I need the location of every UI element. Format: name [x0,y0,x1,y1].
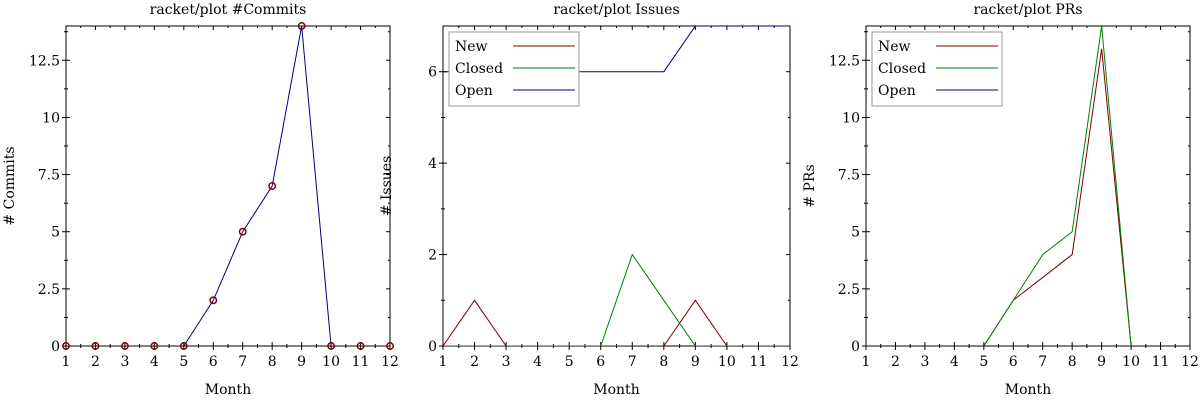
x-tick-label: 1 [862,354,871,370]
legend: New Closed Open [871,31,1003,107]
y-tick-label: 0 [851,339,860,355]
x-tick-label: 6 [1009,354,1018,370]
data-point [150,342,159,350]
legend-box [871,31,1003,107]
y-tick-label: 5 [851,225,860,241]
y-tick-label: 5 [51,225,60,241]
y-tick-label: 0 [428,339,437,355]
data-point [209,296,218,305]
x-tick-label: 10 [322,354,340,370]
x-axis-label: Month [593,382,639,398]
x-tick-label: 12 [781,354,799,370]
x-tick-label: 9 [1097,354,1106,370]
y-axis-label: # PRs [802,164,818,207]
legend-label: Open [455,83,493,99]
legend-label: New [455,39,488,55]
x-tick-label: 11 [1152,354,1170,370]
x-tick-label: 12 [381,354,399,370]
x-tick-label: 1 [439,354,448,370]
x-tick-label: 11 [352,354,370,370]
x-tick-label: 4 [950,354,959,370]
x-axis-label: Month [205,382,251,398]
data-point [386,342,394,350]
x-tick-label: 5 [979,354,988,370]
x-tick-label: 10 [1122,354,1140,370]
chart-title: racket/plot Issues [553,2,679,18]
chart-title: racket/plot #Commits [150,2,307,18]
x-tick-label: 8 [659,354,668,370]
legend-label: Closed [455,61,503,77]
y-tick-label: 2.5 [38,282,60,298]
x-tick-label: 5 [179,354,188,370]
x-tick-label: 8 [268,354,277,370]
legend: New Closed Open [448,31,580,107]
x-tick-label: 7 [628,354,637,370]
x-tick-label: 6 [596,354,605,370]
data-point [327,342,336,350]
data-point [62,342,70,350]
series-line-new [866,48,1190,346]
y-tick-label: 6 [428,65,437,81]
y-tick-label: 7.5 [38,168,60,184]
x-tick-label: 10 [718,354,736,370]
data-point [297,22,306,30]
x-tick-label: 8 [1068,354,1077,370]
x-tick-label: 2 [91,354,100,370]
x-tick-label: 7 [238,354,247,370]
data-point [179,342,188,350]
y-tick-label: 7.5 [838,168,860,184]
data-point [356,342,365,350]
y-axis-label: # Commits [2,146,18,225]
series-line-new [443,299,790,346]
y-tick-label: 10 [42,110,60,126]
series-line-closed [866,26,1190,346]
x-tick-label: 11 [750,354,768,370]
legend-box [448,31,580,107]
y-tick-label: 2 [428,248,437,264]
series-line-values [66,26,390,346]
chart-title: racket/plot PRs [973,2,1082,18]
x-tick-label: 4 [150,354,159,370]
series-line-closed [443,253,790,346]
x-tick-label: 6 [209,354,218,370]
y-tick-label: 12.5 [829,53,860,69]
x-tick-label: 2 [891,354,900,370]
y-tick-label: 4 [428,156,437,172]
legend-label: New [878,39,911,55]
legend-label: Open [878,83,916,99]
x-tick-label: 3 [120,354,129,370]
y-tick-label: 2.5 [838,282,860,298]
y-tick-label: 10 [842,110,860,126]
data-point [91,342,100,350]
data-point [238,227,247,236]
y-axis-label: # Issues [379,156,395,217]
x-tick-label: 4 [533,354,542,370]
x-tick-label: 7 [1038,354,1047,370]
x-tick-label: 3 [502,354,511,370]
x-tick-label: 9 [691,354,700,370]
y-tick-label: 12.5 [29,53,60,69]
x-axis-label: Month [1005,382,1051,398]
y-tick-label: 0 [51,339,60,355]
x-tick-label: 5 [565,354,574,370]
x-tick-label: 2 [470,354,479,370]
plot-frame [65,25,391,347]
data-point [268,182,277,190]
data-point [120,342,129,350]
x-tick-label: 3 [920,354,929,370]
x-tick-label: 12 [1181,354,1199,370]
x-tick-label: 9 [297,354,306,370]
x-tick-label: 1 [62,354,71,370]
legend-label: Closed [878,61,926,77]
